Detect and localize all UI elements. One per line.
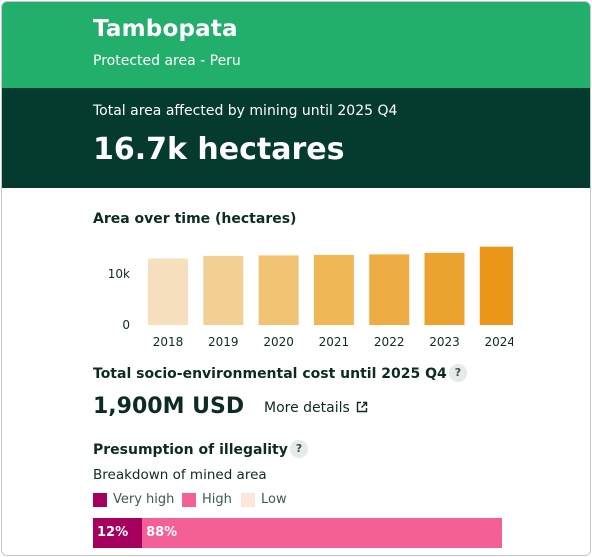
more-details-link[interactable]: More details	[264, 400, 350, 416]
x-tick-label: 2024	[485, 335, 513, 349]
y-tick-label: 10k	[108, 267, 130, 281]
bar-2021[interactable]	[313, 254, 354, 325]
summary-value: 16.7k hectares	[93, 132, 345, 167]
legend-swatch-low	[241, 493, 255, 507]
legend-swatch-high	[182, 493, 196, 507]
legend-label-very-high: Very high	[113, 492, 175, 507]
legend-swatch-very-high	[93, 493, 107, 507]
bar-2024[interactable]	[479, 246, 513, 325]
cost-value: 1,900M USD	[93, 394, 245, 419]
bar-2018[interactable]	[148, 258, 188, 325]
x-tick-label: 2022	[374, 335, 405, 349]
x-tick-label: 2018	[153, 335, 184, 349]
x-tick-label: 2021	[319, 335, 350, 349]
illegality-help-icon[interactable]: ?	[290, 440, 308, 458]
breakdown-label: Breakdown of mined area	[93, 467, 267, 483]
y-tick-label: 0	[122, 318, 130, 332]
header: Tambopata Protected area - Peru	[2, 2, 590, 88]
area-subtitle: Protected area - Peru	[93, 53, 241, 69]
summary-panel: Total area affected by mining until 2025…	[2, 88, 590, 188]
x-tick-label: 2023	[429, 335, 460, 349]
illegality-title: Presumption of illegality	[93, 442, 288, 458]
x-tick-label: 2020	[263, 335, 294, 349]
cost-title: Total socio-environmental cost until 202…	[93, 366, 447, 382]
cost-help-icon[interactable]: ?	[449, 364, 467, 382]
summary-label: Total area affected by mining until 2025…	[93, 103, 398, 119]
area-chart-title: Area over time (hectares)	[93, 211, 297, 227]
external-link-icon[interactable]	[356, 401, 368, 413]
illegality-breakdown-bar: 12% 88%	[93, 518, 502, 548]
x-tick-label: 2019	[208, 335, 239, 349]
bar-2020[interactable]	[258, 255, 299, 325]
legend-label-low: Low	[261, 492, 287, 507]
bar-2019[interactable]	[203, 255, 244, 325]
breakdown-segment-0[interactable]: 12%	[93, 518, 143, 548]
bar-2023[interactable]	[424, 252, 465, 325]
area-title: Tambopata	[93, 16, 238, 42]
area-over-time-chart: 010k20182019202020212022202320242025	[108, 246, 513, 349]
legend-label-high: High	[202, 492, 232, 507]
breakdown-segment-1[interactable]: 88%	[142, 518, 502, 548]
bar-2022[interactable]	[369, 254, 410, 325]
